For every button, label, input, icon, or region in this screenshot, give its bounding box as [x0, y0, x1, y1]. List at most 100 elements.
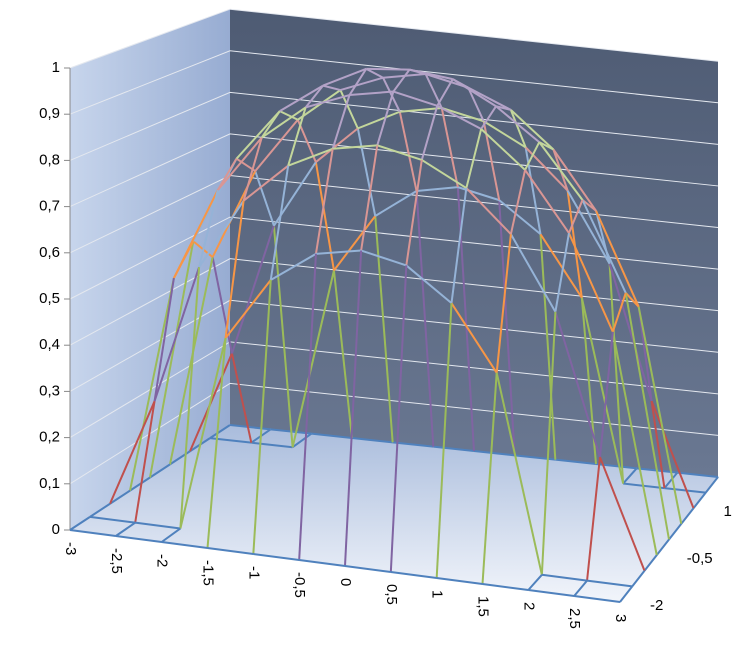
mesh-segment — [173, 189, 219, 279]
mesh-segment — [115, 535, 162, 543]
mesh-segment — [436, 577, 483, 585]
mesh-segment — [664, 487, 706, 494]
labels: 0 0,1 0,2 0,3 0,4 0,5 0,6 0,7 0,8 0,9 1 -3 -2,5 -2 -1,… — [39, 59, 732, 629]
mesh-segment — [416, 186, 458, 193]
mesh-segment — [69, 516, 91, 531]
mesh-segment — [351, 437, 393, 444]
mesh-segment — [374, 215, 394, 443]
mesh-segment — [509, 169, 527, 235]
mesh-segment — [390, 571, 437, 579]
x-tick-label: 3 — [612, 614, 629, 622]
mesh-segment — [668, 523, 683, 541]
mesh-segment — [524, 141, 541, 171]
mesh-segment — [595, 210, 640, 308]
grid-line — [69, 382, 719, 485]
mesh-segment — [344, 565, 391, 573]
mesh-segment — [269, 165, 290, 281]
mesh-segment — [279, 84, 324, 113]
mesh-segment — [527, 574, 543, 591]
grid-line — [69, 8, 719, 69]
mesh-segment — [253, 553, 300, 561]
mesh-segment — [405, 264, 453, 304]
mesh-segment — [109, 489, 131, 505]
grid-line — [69, 91, 719, 161]
mesh-segment — [539, 233, 583, 299]
mesh-segment — [598, 331, 614, 458]
mesh-segment — [224, 200, 245, 339]
mesh-segment — [481, 372, 498, 585]
z-tick-label: 0,5 — [39, 290, 60, 307]
mesh-segment — [568, 232, 614, 333]
mesh-segment — [510, 233, 557, 313]
mesh-segment — [217, 137, 263, 191]
mesh-segment — [495, 234, 512, 373]
mesh-segment — [452, 78, 497, 108]
mesh-segment — [272, 225, 294, 448]
mesh-segment — [129, 277, 175, 491]
x-tick-label: -0,5 — [291, 572, 308, 598]
mesh-segment — [467, 86, 512, 111]
mesh-segment — [209, 424, 231, 439]
z-tick-label: 0,1 — [39, 475, 60, 492]
z-tick-label: 0,8 — [39, 151, 60, 168]
z-tick-label: 0 — [52, 521, 60, 538]
mesh-segment — [586, 579, 633, 588]
z-tick-label: 0,7 — [39, 198, 60, 215]
mesh-segment — [704, 476, 719, 494]
mesh-segment — [251, 441, 293, 449]
z-tick-label: 0,6 — [39, 244, 60, 261]
mesh-segment — [69, 529, 116, 537]
mesh-segment — [467, 87, 485, 122]
mesh-segment — [650, 400, 695, 509]
y-tick-label: -0,5 — [687, 550, 713, 567]
mesh-segment — [405, 159, 423, 266]
y-tick-label: 1 — [724, 503, 732, 520]
mesh-segment — [252, 279, 272, 555]
mesh-segment — [115, 521, 136, 537]
z-tick-label: 1 — [52, 59, 60, 76]
mesh-segment — [340, 76, 384, 92]
x-tick-label: -2 — [154, 554, 171, 567]
mesh-segment — [287, 107, 307, 167]
mesh-segment — [692, 492, 707, 509]
mesh-segment — [624, 292, 670, 540]
y-tick-label: -2 — [650, 597, 663, 614]
mesh-segment — [305, 94, 350, 109]
mesh-segment — [153, 266, 201, 402]
x-tick-label: 1 — [429, 590, 446, 598]
mesh-segment — [465, 187, 512, 235]
mesh-segment — [179, 267, 201, 529]
mesh-segment — [311, 432, 353, 439]
x-tick-label: -1 — [245, 566, 262, 579]
mesh-segment — [608, 263, 653, 402]
mesh-segment — [242, 137, 263, 201]
x-tick-label: 0,5 — [383, 584, 400, 605]
mesh-segment — [581, 199, 597, 212]
grid-line — [69, 50, 719, 115]
mesh-segment — [580, 297, 625, 484]
mesh-segment — [230, 353, 253, 443]
mesh-segment — [420, 105, 439, 161]
grid-line — [69, 258, 719, 346]
mesh-segment — [349, 90, 394, 97]
mesh-segment — [440, 107, 459, 188]
mesh-segment — [631, 570, 646, 587]
mesh-segment — [134, 401, 156, 523]
x-tick-label: 0 — [337, 578, 354, 586]
mesh-segment — [554, 232, 570, 313]
mesh-segment — [211, 256, 233, 354]
mesh-segment — [566, 190, 611, 265]
mesh-segment — [436, 78, 454, 107]
mesh-segment — [109, 400, 156, 505]
mesh-segment — [298, 253, 317, 561]
mesh-segment — [374, 190, 418, 217]
mesh-segment — [573, 579, 588, 597]
mesh-segment — [365, 67, 384, 79]
mesh-segment — [331, 94, 351, 150]
mesh-segment — [433, 445, 475, 452]
mesh-segment — [619, 585, 634, 603]
mesh-segment — [89, 502, 111, 518]
x-tick-label: 1,5 — [475, 596, 492, 617]
mesh-segment — [149, 463, 171, 479]
